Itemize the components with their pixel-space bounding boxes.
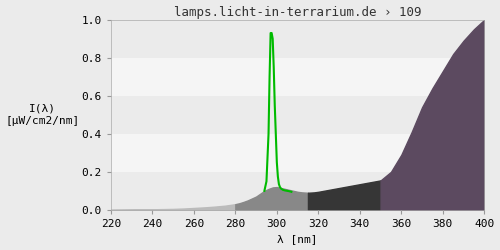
Bar xyxy=(111,58,484,96)
Title: lamps.licht-in-terrarium.de › 109: lamps.licht-in-terrarium.de › 109 xyxy=(174,6,422,18)
Y-axis label: I(λ)
[μW/cm2/nm]: I(λ) [μW/cm2/nm] xyxy=(6,104,80,126)
X-axis label: λ [nm]: λ [nm] xyxy=(278,234,318,244)
Bar xyxy=(111,134,484,172)
